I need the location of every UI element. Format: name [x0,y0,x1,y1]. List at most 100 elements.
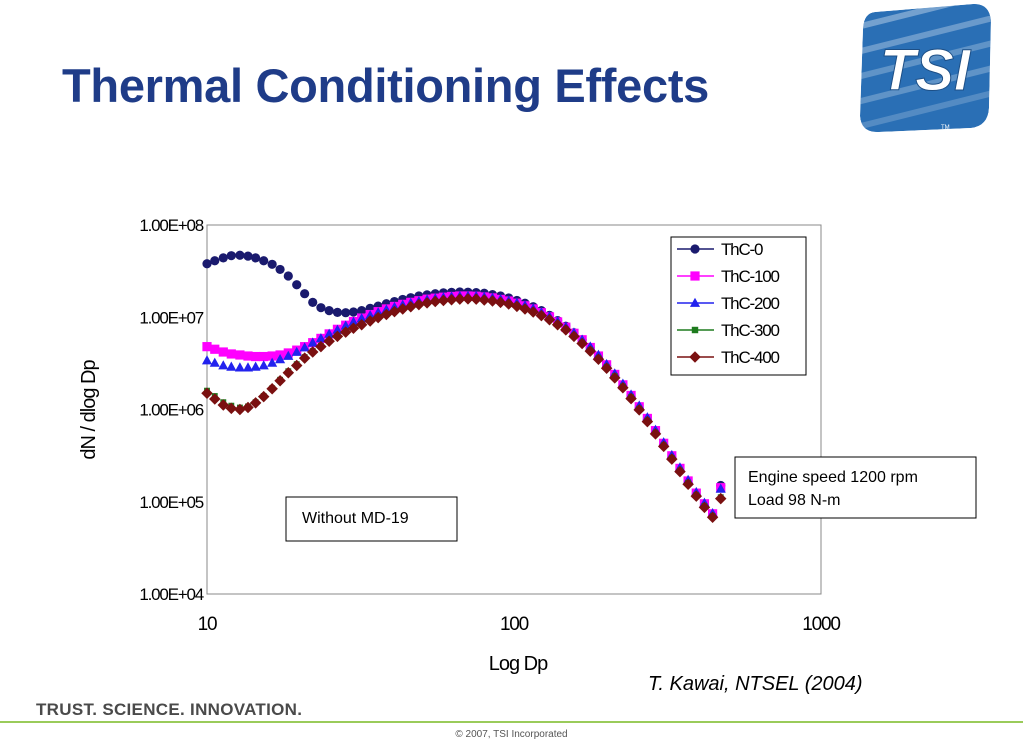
data-point [258,360,269,370]
data-point [242,401,254,414]
data-point [478,294,490,306]
data-point [242,362,254,372]
data-point [617,382,629,394]
data-point [339,326,352,338]
data-point [332,307,343,317]
data-point [527,306,539,318]
x-tick-label: 10 [198,614,217,635]
data-point [202,342,212,352]
annotation-engine: Engine speed 1200 rpm Load 98 N-m [734,456,977,519]
tsi-logo: TSI TM [860,3,991,133]
data-point [308,297,318,307]
data-point [348,307,359,317]
data-point [201,387,213,400]
data-point [225,402,238,415]
source-credit: T. Kawai, NTSEL (2004) [648,673,863,695]
data-point [275,354,286,364]
data-point [292,280,302,290]
data-point [250,361,261,371]
data-point [666,453,678,465]
data-point [706,511,719,523]
data-point [454,293,466,305]
data-point [576,337,588,350]
data-point [251,351,261,362]
legend-label: ThC-300 [721,321,779,340]
data-point [234,362,245,372]
data-point [324,306,334,316]
data-point [494,296,507,309]
data-point [429,295,442,308]
legend-marker [690,244,700,254]
data-point [551,318,564,331]
data-point [274,374,286,387]
data-point [405,300,417,313]
data-point [543,313,556,326]
data-point [243,351,253,361]
x-tick-label: 1000 [802,614,840,635]
data-point [315,340,327,353]
data-point [234,403,246,416]
data-point [266,382,278,395]
data-point [209,357,220,367]
data-point [331,330,344,343]
data-point [226,349,236,359]
data-point [413,298,425,311]
data-point [290,359,303,372]
y-tick-label: 1.00E+06 [139,401,203,420]
data-point [307,337,318,347]
data-point [332,324,343,334]
logo-trademark: TM [941,125,950,131]
data-point [348,316,359,326]
data-point [257,390,270,403]
data-point [698,501,711,514]
data-point [298,352,311,364]
data-point [600,362,613,374]
y-tick-label: 1.00E+05 [139,493,203,512]
data-point [282,367,295,379]
data-point [259,351,269,362]
y-axis-label: dN / dlog Dp [78,360,100,460]
data-point [226,361,237,371]
data-point [275,264,285,275]
data-point [365,310,376,320]
data-point [300,289,310,299]
data-point [306,346,319,358]
data-point [267,351,277,361]
data-point [421,297,433,309]
data-point [226,251,236,261]
footer-divider [0,721,1023,723]
y-tick-label: 1.00E+07 [139,308,203,327]
data-point [625,392,637,405]
legend: ThC-0 ThC-100 ThC-200 ThC-300 ThC-400 [670,236,807,376]
data-point [470,293,482,305]
data-point [347,322,360,334]
data-point [259,256,269,266]
data-point [251,253,261,263]
data-point [584,345,597,357]
data-point [341,308,351,318]
data-point [267,259,277,269]
data-point [633,404,645,416]
data-point [649,428,662,440]
data-point [209,393,221,405]
annotation-engine-line-1: Engine speed 1200 rpm [748,469,918,486]
data-point [373,307,384,317]
data-point [291,346,302,356]
data-point [568,330,580,343]
data-point [608,372,621,384]
data-point [218,347,228,357]
x-axis-label: Log Dp [489,653,548,675]
data-point [235,350,245,360]
data-point [283,350,294,360]
copyright: © 2007, TSI Incorporated [455,729,568,740]
data-point [283,271,293,281]
data-point [235,250,245,260]
y-tick-label: 1.00E+04 [139,585,203,604]
data-point [714,492,727,505]
legend-label: ThC-0 [721,240,763,259]
data-point [462,293,474,305]
series-thc-400 [201,293,727,523]
data-point [396,303,409,315]
annotation-without-md: Without MD-19 [285,496,458,542]
